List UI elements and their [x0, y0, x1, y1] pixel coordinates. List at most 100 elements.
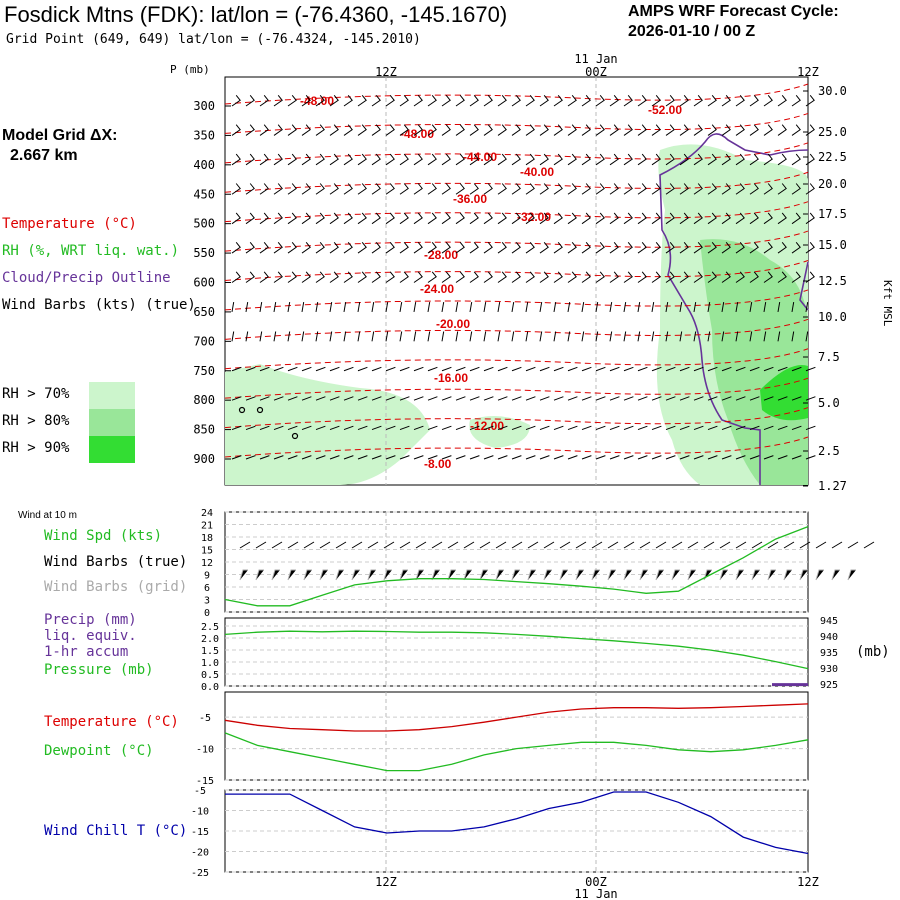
wind-barb	[805, 302, 809, 313]
cross-section-wind-barbs	[231, 94, 816, 460]
wind-barb	[301, 94, 311, 107]
wind-barb	[623, 153, 633, 166]
wind-barb	[427, 94, 437, 107]
wind-barb	[763, 241, 773, 254]
wind-barb	[539, 396, 550, 401]
wind-barb-grid	[287, 569, 296, 581]
wind-barb	[679, 241, 689, 254]
wind-barb	[567, 271, 577, 283]
wind-barb	[385, 425, 396, 431]
wind-barb	[791, 183, 801, 195]
pressure-line	[224, 630, 809, 670]
wind-barb	[413, 212, 423, 225]
isotherm-label: -48.00	[300, 94, 334, 108]
wind-barb	[735, 94, 745, 107]
wind-barb-grid	[767, 569, 776, 581]
wind-barb-true	[463, 541, 475, 549]
wind-barb	[483, 425, 494, 431]
wind-barb	[315, 331, 319, 342]
wind-barb-grid	[799, 569, 808, 581]
wind-barb	[665, 425, 676, 431]
wind-barb	[567, 396, 578, 401]
wind-barb	[777, 425, 788, 431]
wind-barb	[791, 425, 802, 431]
wind-barb	[791, 94, 801, 107]
wind-barb	[693, 124, 703, 136]
wind-barb	[595, 455, 606, 460]
wind-barb	[609, 271, 619, 283]
wind-barb-grid	[607, 569, 616, 581]
wind-barb-grid	[479, 569, 488, 581]
wind-barb	[399, 396, 410, 401]
wind-barb	[385, 183, 395, 195]
wind-barb	[441, 366, 452, 372]
wind-barb	[231, 271, 241, 283]
wind-barb	[567, 241, 577, 254]
wind-barb	[763, 302, 767, 313]
wind-barb	[371, 124, 381, 136]
wind-barb	[539, 124, 549, 136]
legend-wind10m: Wind at 10 m	[18, 510, 77, 521]
wind-barb	[791, 455, 802, 460]
wind-barb-grid	[831, 569, 840, 581]
temp-tick-label: -10	[196, 745, 214, 756]
wind-barb-true	[847, 541, 859, 549]
wind-barb-grid	[447, 569, 456, 581]
wind-barb	[749, 425, 760, 431]
wind-barb	[665, 94, 675, 107]
calm-wind-circle	[238, 406, 246, 414]
wind-barb	[231, 241, 241, 254]
wind-barb	[735, 396, 746, 401]
wind-barb	[511, 241, 521, 254]
wind-barb	[637, 271, 647, 283]
wind-barb	[623, 331, 627, 342]
wind-barb	[665, 124, 675, 136]
wind-barb	[469, 153, 479, 166]
wind-barb	[581, 271, 591, 283]
wind-barb	[777, 212, 787, 225]
wind-barb	[721, 212, 731, 225]
wind-barb	[357, 212, 367, 225]
wind-barb	[441, 124, 451, 136]
wind-barb	[259, 366, 270, 372]
wind-barb-true	[671, 541, 683, 549]
legend-wind-barbs-grid: Wind Barbs (grid)	[44, 579, 188, 595]
legend-precip-2: liq. equiv.	[44, 628, 137, 644]
wind-barb	[721, 183, 731, 195]
wind-barb	[259, 212, 269, 225]
wind-barb	[707, 212, 717, 225]
temp-tick-label: -5	[199, 713, 211, 724]
wind-barb	[273, 366, 284, 372]
wind-barb	[539, 302, 543, 313]
isotherm-line	[224, 348, 809, 370]
wind-barb	[553, 455, 564, 460]
wind-barb	[483, 212, 493, 225]
wind-barb-grid	[623, 569, 632, 581]
wind-barb	[371, 425, 382, 431]
wind-barb-true	[607, 541, 619, 549]
kft-tick-label: 5.0	[818, 396, 840, 410]
wind-barb	[805, 366, 816, 372]
pressure-axis-label: P (mb)	[170, 63, 210, 76]
wind-barb	[441, 183, 451, 195]
wind-barb	[343, 94, 353, 107]
wind-barb	[259, 425, 270, 431]
wind-barb	[497, 425, 508, 431]
wind-barb	[665, 366, 676, 372]
isotherm-label: -16.00	[434, 371, 468, 385]
wind-barb	[511, 124, 521, 136]
isotherm-label: -44.00	[463, 150, 497, 164]
wind-barb	[609, 183, 619, 195]
wind-barb-true	[255, 541, 267, 549]
wind-barb	[497, 302, 501, 313]
wind-barb	[595, 212, 605, 225]
wind-barb	[749, 396, 760, 401]
wind-barb	[273, 271, 283, 283]
wind-barb	[343, 425, 354, 431]
wind-barb	[245, 183, 255, 195]
wind-barb-grid	[495, 569, 504, 581]
wind-barb	[245, 271, 255, 283]
wind-barb	[259, 153, 269, 166]
wind-speed-tick-label: 24	[201, 508, 213, 519]
wind-barb-grid	[239, 569, 248, 581]
